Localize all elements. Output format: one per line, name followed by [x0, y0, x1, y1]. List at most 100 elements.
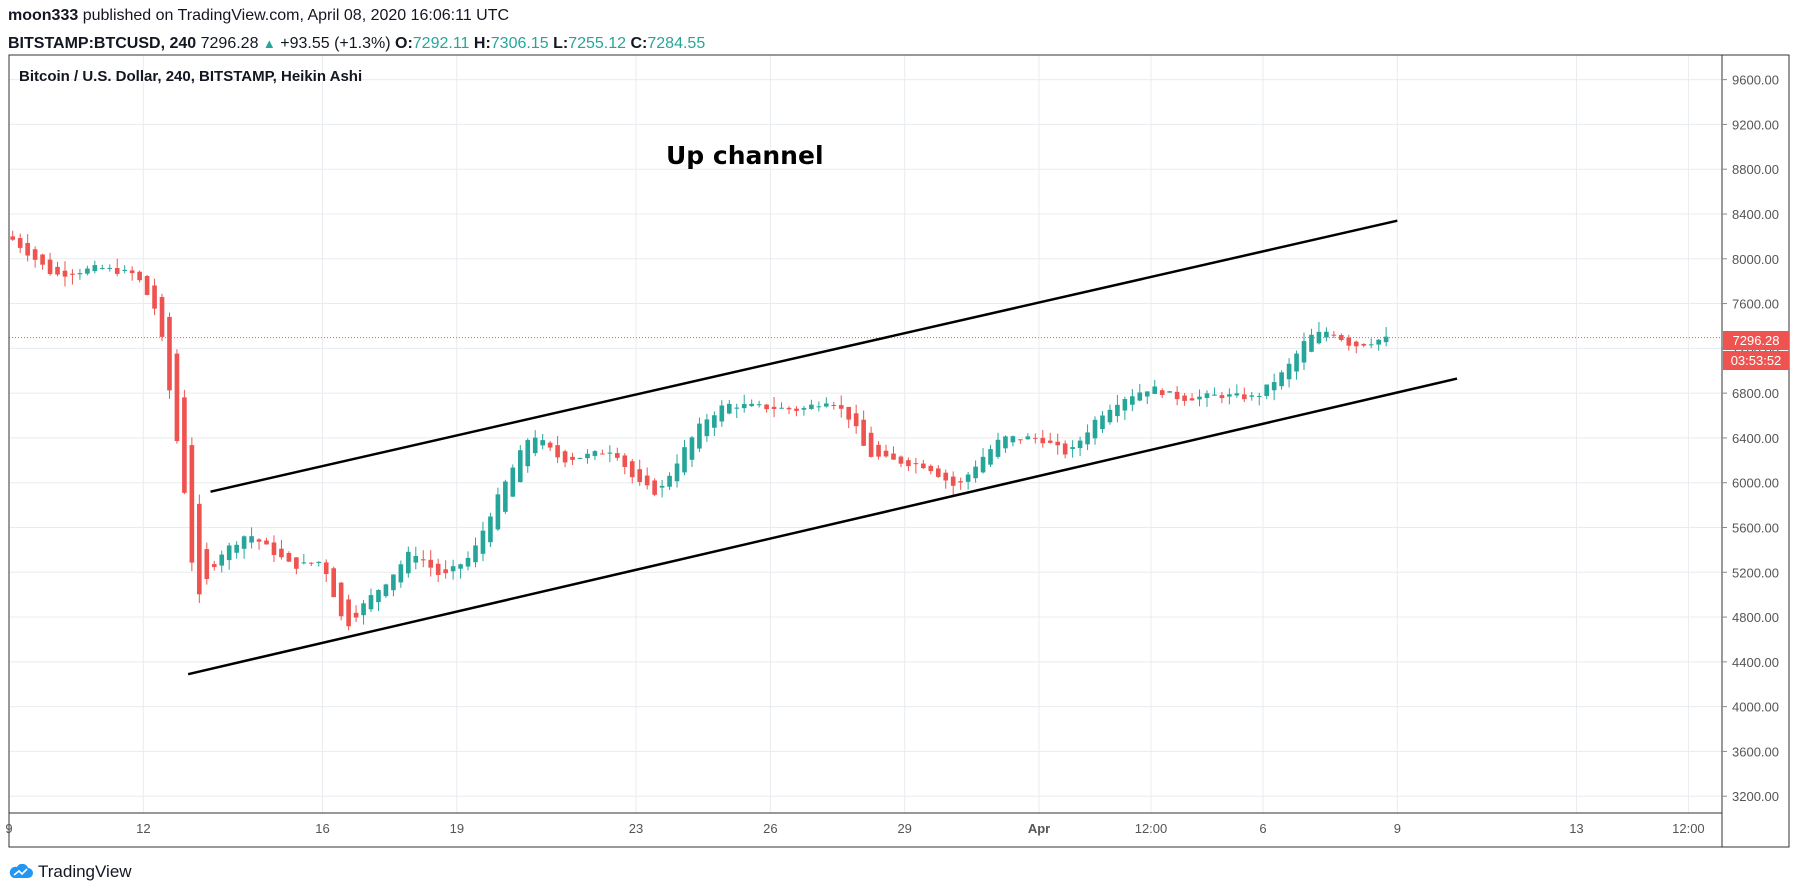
candle-body — [1159, 390, 1165, 395]
candle-body — [615, 453, 620, 458]
y-tick-label: 6400.00 — [1732, 431, 1779, 446]
up-channel-annotation[interactable]: Up channel — [666, 141, 824, 170]
candle-body — [1309, 334, 1314, 352]
candle-body — [420, 559, 426, 561]
low-label: L: — [553, 35, 569, 52]
y-tick-label: 4800.00 — [1732, 610, 1779, 625]
candle-body — [1167, 391, 1172, 393]
tradingview-brand[interactable]: TradingView — [38, 862, 132, 881]
chart-header: moon333 published on TradingView.com, Ap… — [8, 6, 1798, 54]
x-tick-label: 9 — [1394, 821, 1401, 836]
candle-body — [1241, 394, 1247, 400]
candle-body — [607, 452, 613, 454]
y-tick-label: 9600.00 — [1732, 73, 1779, 88]
tradingview-cloud-icon — [9, 864, 33, 878]
channel-upper-line[interactable] — [210, 219, 1398, 493]
candle-body — [1361, 343, 1367, 346]
x-tick-label: 19 — [450, 821, 464, 836]
candle-body — [241, 536, 247, 549]
y-tick-label: 4400.00 — [1732, 655, 1779, 670]
chart-legend: Bitcoin / U.S. Dollar, 240, BITSTAMP, He… — [19, 68, 362, 85]
candle-body — [383, 584, 389, 597]
candle-body — [1271, 382, 1277, 391]
candle-body — [958, 481, 963, 483]
candle-body — [779, 407, 784, 409]
candle-body — [77, 273, 83, 275]
candle-body — [652, 480, 657, 495]
candle-body — [764, 404, 769, 410]
high-value: 7306.15 — [490, 35, 549, 52]
time-axis[interactable]: 9 12 16 19 23 26 29 Apr 12:00 6 9 13 12:00 — [5, 821, 1704, 836]
candle-body — [465, 557, 471, 567]
candle-body — [741, 404, 747, 409]
candle-body — [935, 468, 941, 477]
candle-body — [1383, 336, 1389, 343]
candle-body — [1040, 437, 1046, 444]
price-axis[interactable]: 3200.00 3600.00 4000.00 4400.00 4800.00 5200.… — [1722, 73, 1779, 805]
close-label: C: — [630, 35, 648, 52]
footer: TradingView — [8, 860, 132, 884]
candle-body — [1212, 394, 1217, 396]
close-value: 7284.55 — [647, 35, 706, 52]
candle-body — [1144, 391, 1150, 397]
high-label: H: — [473, 35, 491, 52]
candle-body — [495, 494, 501, 530]
candle-body — [443, 569, 448, 574]
candle-body — [70, 273, 75, 275]
candle-body — [712, 415, 717, 428]
candle-body — [92, 265, 98, 272]
candle-body — [152, 285, 157, 309]
candle-body — [40, 254, 45, 265]
candle-body — [637, 469, 643, 482]
channel-lines[interactable] — [187, 219, 1458, 676]
candle-body — [473, 545, 478, 563]
channel-lower-line[interactable] — [187, 377, 1458, 676]
candle-body — [1189, 398, 1195, 401]
candle-body — [1279, 372, 1284, 387]
candle-body — [1197, 396, 1202, 400]
candle-body — [286, 552, 292, 562]
candle-body — [137, 271, 142, 281]
candle-body — [338, 582, 344, 617]
candle-body — [294, 557, 299, 569]
candle-body — [1249, 395, 1255, 397]
candle-body — [682, 447, 687, 473]
candle-body — [749, 403, 754, 407]
candle-body — [1264, 384, 1270, 397]
x-tick-label: 6 — [1259, 821, 1266, 836]
candle-body — [659, 485, 665, 488]
candle-body — [898, 456, 904, 464]
y-tick-label: 6000.00 — [1732, 476, 1779, 491]
candle-body — [144, 275, 150, 295]
candle-body — [85, 268, 90, 274]
candle-body — [809, 404, 814, 409]
candle-body — [838, 405, 844, 409]
candle-body — [644, 475, 650, 486]
open-value: 7292.11 — [412, 35, 470, 52]
last-price-badge-bg — [1723, 331, 1789, 350]
chart-frame — [8, 54, 1790, 848]
candle-body — [689, 437, 695, 460]
candle-body — [301, 562, 307, 564]
low-value: 7255.12 — [568, 35, 627, 52]
candle-body — [1092, 419, 1098, 439]
candle-body — [488, 516, 493, 543]
candle-body — [167, 316, 172, 391]
candle-body — [1077, 440, 1083, 449]
candle-body — [540, 440, 545, 446]
candle-body — [264, 540, 269, 545]
candle-body — [107, 267, 113, 269]
candle-body — [562, 451, 568, 463]
candle-body — [1003, 436, 1008, 449]
candle-body — [256, 539, 262, 542]
last-price-badge: 7296.28 — [1733, 333, 1780, 348]
candle-body — [719, 405, 725, 422]
candle-body — [980, 456, 986, 473]
candle-body — [17, 238, 23, 248]
candle-body — [794, 408, 799, 411]
candle-body — [1115, 404, 1120, 417]
y-tick-label: 3600.00 — [1732, 744, 1779, 759]
publisher-name[interactable]: moon333 — [8, 7, 79, 24]
price-change: +93.55 (+1.3%) — [280, 35, 391, 52]
